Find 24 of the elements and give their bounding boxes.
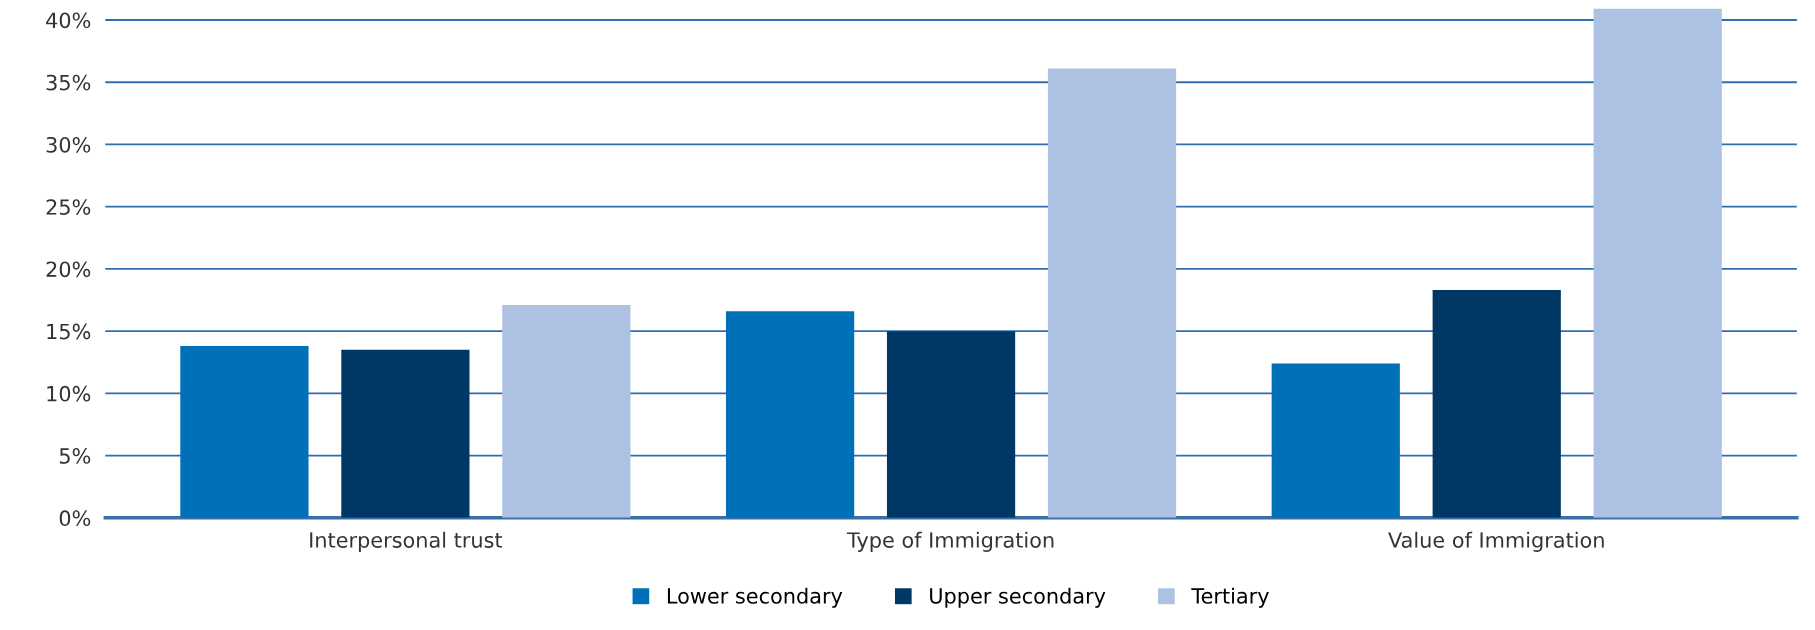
y-tick-label: 35% <box>46 74 91 91</box>
bar <box>1432 290 1561 518</box>
x-tick-label: Interpersonal trust <box>310 531 503 552</box>
y-tick-label: 10% <box>47 385 91 402</box>
bar <box>341 349 470 518</box>
y-tick-label: 20% <box>46 261 91 278</box>
y-tick-label: 25% <box>46 199 91 215</box>
y-tick-label: 30% <box>46 136 91 153</box>
bar <box>502 305 631 518</box>
bar <box>725 311 855 518</box>
y-tick-label: 15% <box>47 323 91 340</box>
x-tick-label: Type of Immigration <box>846 531 1054 552</box>
legend-label: Lower secondary <box>667 587 843 608</box>
bar <box>1047 68 1177 518</box>
bar <box>1593 8 1722 518</box>
y-tick-label: 40% <box>46 12 91 29</box>
legend-label: Upper secondary <box>930 587 1106 608</box>
y-tick-label: 5% <box>59 448 91 464</box>
legend-label: Tertiary <box>1191 587 1269 608</box>
bar <box>180 346 309 518</box>
y-tick-label: 0% <box>59 510 91 527</box>
bar <box>1271 363 1400 518</box>
x-tick-label: Value of Immigration <box>1388 531 1604 552</box>
bar <box>886 331 1016 518</box>
